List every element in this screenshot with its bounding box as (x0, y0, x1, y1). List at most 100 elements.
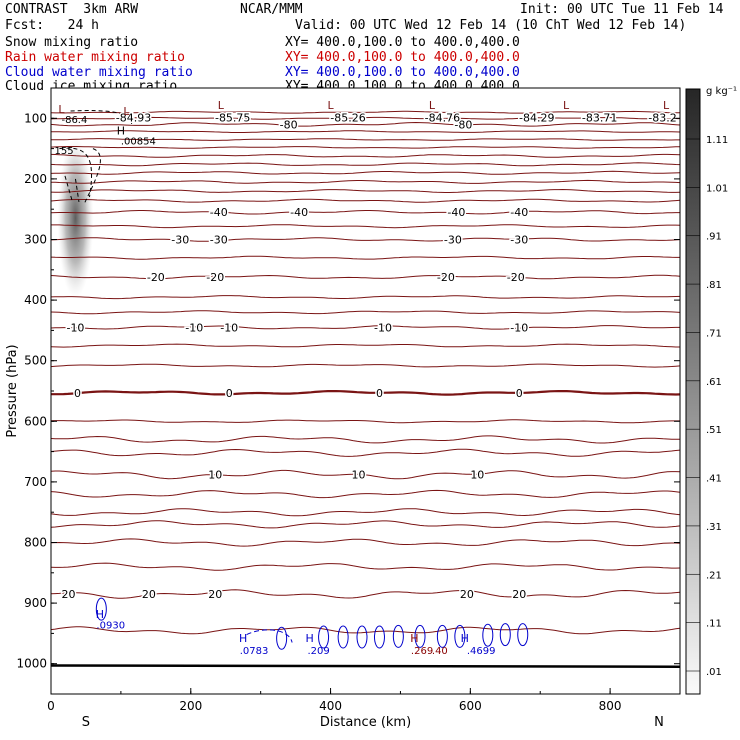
isotherm-line (50, 188, 681, 193)
y-tick-label: 900 (24, 596, 47, 610)
extremum-value-label: .40 (432, 646, 448, 657)
low-marker: L (663, 99, 670, 112)
isotherm-20 (50, 589, 681, 599)
high-marker: H (305, 632, 313, 645)
isotherm-label: -30 (171, 234, 189, 247)
isotherm-extreme-label: -84.29 (519, 111, 554, 124)
isotherm-line (50, 363, 681, 368)
surface-line (50, 664, 681, 668)
experiment-title: CONTRAST 3km ARW (5, 2, 139, 17)
extremum-value-label: -86.4 (61, 115, 87, 126)
colorbar-tick-label: .91 (706, 232, 722, 243)
cloud-ice-contour (70, 110, 132, 125)
isotherm-label: -40 (290, 206, 308, 219)
field-name-cloud-water: Cloud water mixing ratio (5, 65, 193, 80)
x-tick-label: 600 (459, 699, 482, 713)
colorbar-tick-label: .71 (706, 328, 722, 339)
extremum-value-label: .0783 (240, 646, 269, 657)
isotherm-extreme-label: -83.71 (582, 111, 617, 124)
isotherm-line (50, 435, 680, 444)
isotherm-label: -20 (206, 271, 224, 284)
isotherm-line (51, 130, 681, 133)
isotherm-line (50, 310, 681, 315)
isotherm-label: 20 (512, 588, 526, 601)
center-label: NCAR/MMM (240, 2, 303, 17)
high-marker: H (239, 632, 247, 645)
isotherm-line (50, 489, 681, 499)
field-name-snow: Snow mixing ratio (5, 35, 139, 50)
isotherm-label: -10 (220, 321, 238, 334)
isotherm-label: -30 (210, 234, 228, 247)
isotherm-line (50, 538, 681, 547)
isotherm-label: 10 (208, 469, 222, 482)
cloud-water-contour (436, 624, 448, 648)
init-time: Init: 00 UTC Tue 11 Feb 14 (520, 2, 724, 17)
field-xy-cloud-water: XY= 400.0,100.0 to 400.0,400.0 (285, 65, 520, 80)
colorbar-tick-label: .01 (706, 667, 722, 678)
isotherm-0 (51, 390, 681, 396)
low-marker: L (58, 103, 65, 116)
isotherm-line (50, 255, 680, 260)
isotherm-label: -40 (210, 206, 228, 219)
cloud-water-contour (499, 623, 511, 647)
high-marker: H (117, 124, 125, 137)
y-tick-label: 400 (24, 293, 47, 307)
cloud-water-contour (318, 625, 330, 649)
colorbar-unit: g kg⁻¹ (706, 86, 737, 97)
isotherm-label: 10 (470, 469, 484, 482)
isotherm-label: 0 (226, 387, 233, 400)
low-marker: L (563, 99, 570, 112)
isotherm-line (51, 224, 681, 229)
extremum-value-label: .209 (307, 646, 329, 657)
colorbar-tick-label: 1.11 (706, 135, 728, 146)
x-tick-label: 400 (319, 699, 342, 713)
low-marker: L (429, 99, 436, 112)
cloud-water-contour (517, 623, 529, 647)
valid-time: Valid: 00 UTC Wed 12 Feb 14 (10 ChT Wed … (295, 18, 687, 33)
isotherm-line (50, 198, 681, 203)
x-tick-label: 800 (599, 699, 622, 713)
low-marker: L (123, 105, 130, 118)
isotherm-label: -10 (66, 321, 84, 334)
y-tick-label: 700 (24, 475, 47, 489)
isotherm-label: 0 (516, 387, 523, 400)
isotherm--30 (50, 237, 681, 242)
isotherm-line (50, 562, 681, 571)
isotherm-label: -20 (437, 271, 455, 284)
isotherm-line (50, 110, 680, 114)
isotherm-label: -40 (510, 206, 528, 219)
y-tick-label: 600 (24, 414, 47, 428)
colorbar-tick-label: .51 (706, 425, 722, 436)
y-axis-label: Pressure (hPa) (5, 344, 20, 437)
isotherm-label: 0 (376, 387, 383, 400)
cloud-water-contour (337, 625, 349, 649)
high-marker: H (96, 608, 104, 621)
south-end-label: S (82, 715, 90, 730)
plot-background (51, 88, 680, 694)
isotherm-label: 20 (142, 588, 156, 601)
isotherm--10 (50, 325, 680, 330)
y-tick-label: 100 (24, 111, 47, 125)
y-tick-label: 800 (24, 536, 47, 550)
x-tick-label: 200 (179, 699, 202, 713)
isotherm-label: 0 (74, 387, 81, 400)
isotherm-label: -30 (444, 234, 462, 247)
colorbar-tick-label: .41 (706, 474, 722, 485)
isotherm-label: -80 (280, 118, 298, 131)
low-marker: L (218, 99, 225, 112)
isotherm-extreme-label: -84.93 (116, 111, 151, 124)
isotherm-10 (50, 469, 681, 480)
isotherm-label: -10 (510, 321, 528, 334)
colorbar-tick-label: .81 (706, 280, 722, 291)
isotherm-line (50, 419, 680, 424)
isotherm--80 (50, 121, 681, 127)
cloud-water-contour (356, 625, 368, 649)
cloud-ice-contour (74, 178, 80, 203)
isotherm-label: -40 (447, 206, 465, 219)
isotherm-label: 10 (352, 469, 366, 482)
isotherm-line (50, 170, 681, 175)
isotherm-line (50, 116, 680, 120)
high-marker: H (461, 632, 469, 645)
isotherm-label: 20 (61, 588, 75, 601)
